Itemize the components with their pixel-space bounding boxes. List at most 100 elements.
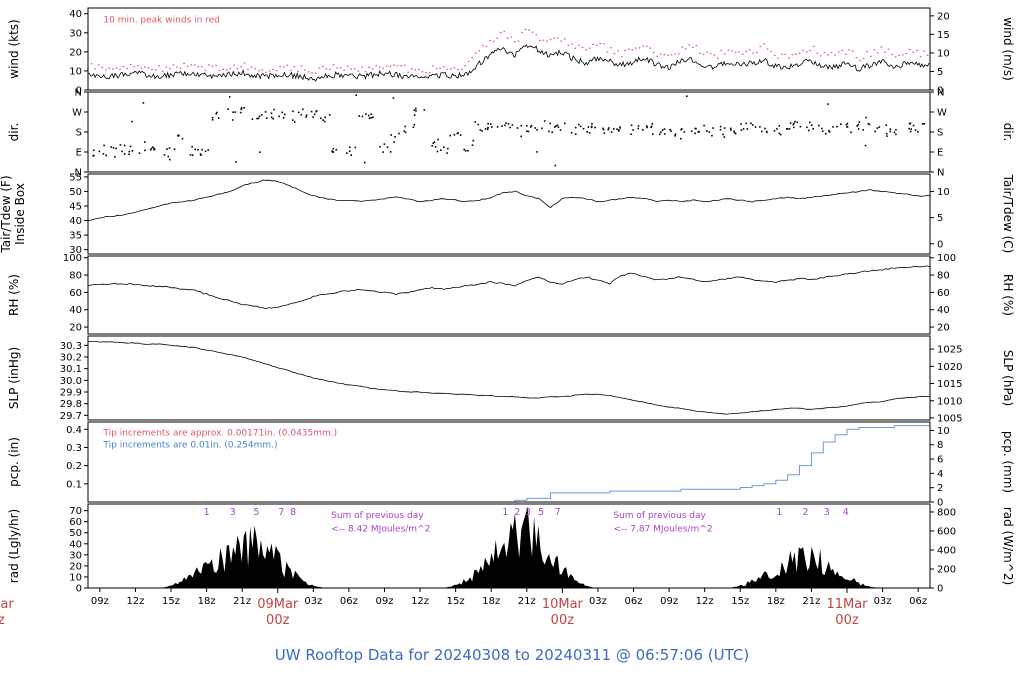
wind-direction xyxy=(413,114,416,116)
wind-direction xyxy=(759,126,761,128)
x-tick-label: 21z xyxy=(518,596,536,607)
wind-direction xyxy=(723,127,726,129)
wind-direction xyxy=(105,154,107,157)
wind-peak-10min xyxy=(169,67,171,70)
wind-peak-10min xyxy=(531,31,534,33)
wind-peak-10min xyxy=(190,64,192,66)
radiation-sum-mark: 3 xyxy=(230,507,236,518)
wind-peak-10min xyxy=(151,68,153,71)
wind-direction xyxy=(200,154,202,156)
wind-direction xyxy=(761,130,763,133)
wind-direction xyxy=(204,150,207,153)
wind-direction xyxy=(921,123,924,125)
wind-peak-10min xyxy=(912,51,915,53)
wind-direction xyxy=(346,152,348,154)
wind-peak-10min xyxy=(727,49,730,51)
wind-direction xyxy=(350,154,352,156)
radiation-sum-mark: 3 xyxy=(824,507,830,518)
wind-peak-10min xyxy=(147,67,150,69)
wind-peak-10min xyxy=(222,68,224,70)
wind-direction xyxy=(231,119,234,121)
x-tick-label: 09z xyxy=(375,596,393,607)
wind-peak-10min xyxy=(115,67,118,69)
wind-peak-10min xyxy=(695,45,698,47)
wind-direction xyxy=(681,128,683,130)
wind-direction xyxy=(434,146,437,148)
wind-direction xyxy=(796,121,799,124)
wind-peak-10min xyxy=(496,37,498,39)
wind-direction xyxy=(663,128,666,130)
wind-peak-10min xyxy=(731,50,733,52)
x-axis: 09z 12z 15z 18z 21z 03z 06z 09z 12z 15z 18z 21z 03z 0… xyxy=(0,588,927,628)
wind-direction xyxy=(616,128,618,130)
wind-direction xyxy=(868,123,871,126)
wind-direction xyxy=(181,137,184,140)
y-tick-label: 0.4 xyxy=(66,425,82,436)
wind-direction xyxy=(850,131,852,134)
wind-peak-10min xyxy=(670,54,673,56)
wind-peak-10min xyxy=(499,32,502,34)
wind-direction xyxy=(917,131,919,133)
wind-peak-10min xyxy=(706,51,708,53)
wind-peak-10min xyxy=(656,55,658,57)
wind-direction xyxy=(300,113,303,116)
wind-direction xyxy=(559,129,562,131)
radiation-sum-mark: 4 xyxy=(843,507,849,518)
wind-peak-10min xyxy=(613,52,616,55)
wind-direction xyxy=(808,129,810,132)
wind-peak-10min xyxy=(507,37,509,39)
wind-direction xyxy=(836,125,838,128)
wind-peak-10min xyxy=(699,52,701,54)
wind-direction xyxy=(310,110,313,113)
wind-direction xyxy=(876,127,879,129)
wind-direction xyxy=(554,164,557,167)
wind-direction xyxy=(501,125,503,127)
wind-peak-10min xyxy=(460,68,463,70)
wind-peak-10min xyxy=(265,71,267,73)
radiation-sum-mark: 8 xyxy=(290,507,296,518)
wind-peak-10min xyxy=(663,54,666,56)
wind-direction xyxy=(610,131,613,133)
wind-peak-10min xyxy=(297,70,299,72)
wind-direction xyxy=(590,125,593,128)
wind-direction xyxy=(799,125,802,128)
wind-direction xyxy=(256,117,258,120)
wind-peak-10min xyxy=(322,65,324,68)
panel-relative-humidity: 20 40 60 80 100 20 40 60 80 100 RH (%) RH (%) xyxy=(7,253,1015,335)
wind-direction xyxy=(240,107,243,109)
wind-peak-10min xyxy=(553,37,555,39)
y-tick-label: 20 xyxy=(69,47,82,58)
y-tick-label: 80 xyxy=(937,271,950,282)
wind-peak-10min xyxy=(713,54,715,56)
wind-peak-10min xyxy=(186,65,189,67)
wind-peak-10min xyxy=(905,52,908,55)
annotation-text: <-- 8.42 MJoules/m^2 xyxy=(331,525,430,535)
panel-sea-level-pressure: 29.729.829.930.030.130.230.3 1005 1010 1015… xyxy=(7,335,1015,424)
wind-peak-10min xyxy=(226,69,228,71)
wind-peak-10min xyxy=(510,36,513,38)
wind-direction xyxy=(367,114,370,117)
wind-peak-10min xyxy=(229,68,232,70)
wind-peak-10min xyxy=(581,46,584,49)
wind-direction xyxy=(893,131,896,134)
wind-peak-10min xyxy=(592,43,594,45)
wind-peak-10min xyxy=(129,64,132,66)
wind-direction xyxy=(594,126,596,129)
x-date-label: 00z xyxy=(266,613,290,628)
wind-direction xyxy=(370,117,373,119)
wind-peak-10min xyxy=(514,41,516,43)
wind-direction xyxy=(189,154,192,156)
wind-peak-10min xyxy=(126,67,128,70)
wind-peak-10min xyxy=(119,68,121,70)
y-tick-label: S xyxy=(937,128,943,139)
radiation-sum-mark: 1 xyxy=(776,507,782,518)
wind-direction xyxy=(142,102,145,104)
wind-direction xyxy=(194,148,196,151)
wind-direction xyxy=(207,149,209,151)
wind-peak-10min xyxy=(681,46,683,48)
wind-peak-10min xyxy=(873,49,876,51)
wind-direction xyxy=(372,116,374,118)
wind-direction xyxy=(509,126,512,129)
wind-peak-10min xyxy=(193,64,196,66)
